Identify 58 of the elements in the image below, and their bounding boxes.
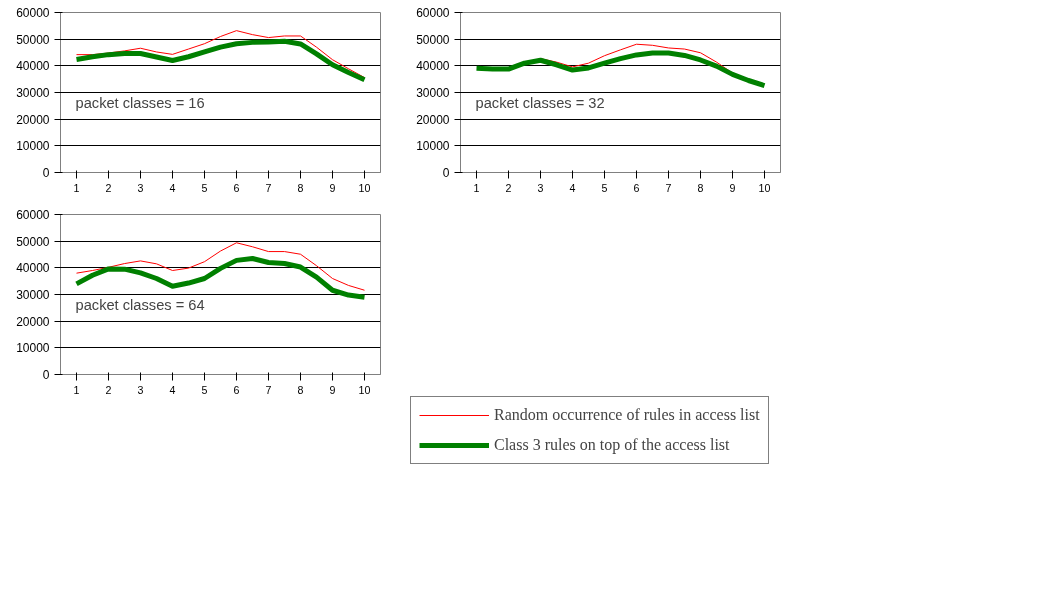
x-tick-label: 7 <box>265 383 272 396</box>
x-tick-label: 5 <box>601 181 608 194</box>
y-tick-label: 30000 <box>16 288 50 302</box>
x-tick-label: 2 <box>505 181 512 194</box>
y-tick-label: 10000 <box>16 341 50 356</box>
x-tick-label: 5 <box>201 181 208 194</box>
y-tick-label: 50000 <box>16 32 50 47</box>
y-tick-label: 20000 <box>16 314 50 329</box>
x-tick-label: 4 <box>169 383 176 396</box>
y-tick-label: 0 <box>442 166 450 180</box>
y-tick-label: 10000 <box>16 139 50 154</box>
y-tick-label: 50000 <box>16 234 50 249</box>
line-series <box>76 30 365 79</box>
x-tick-label: 10 <box>358 181 371 194</box>
x-tick-label: 10 <box>358 383 371 396</box>
x-tick-label: 3 <box>137 383 144 396</box>
y-tick-label: 40000 <box>416 59 450 74</box>
y-tick-label: 10000 <box>416 139 450 154</box>
y-tick-label: 20000 <box>16 112 50 127</box>
x-tick-label: 8 <box>297 383 304 396</box>
line-series <box>76 242 365 291</box>
annotation: packet classes = 16 <box>75 94 205 111</box>
x-tick-label: 5 <box>201 383 208 396</box>
x-tick-label: 8 <box>297 181 304 194</box>
x-tick-label: 4 <box>569 181 576 194</box>
y-tick-label: 30000 <box>16 86 50 100</box>
x-tick-label: 4 <box>169 181 176 194</box>
x-tick-label: 7 <box>665 181 672 194</box>
x-tick-label: 1 <box>73 181 80 194</box>
legend-label: Class 3 rules on top of the access list <box>494 436 730 454</box>
annotation: packet classes = 64 <box>75 296 205 313</box>
x-tick-label: 9 <box>729 181 736 194</box>
y-tick-label: 60000 <box>16 208 50 222</box>
x-tick-label: 3 <box>537 181 544 194</box>
x-tick-label: 2 <box>105 181 112 194</box>
x-tick-label: 1 <box>473 181 480 194</box>
y-tick-label: 50000 <box>416 32 450 47</box>
y-tick-label: 40000 <box>16 261 50 276</box>
x-tick-label: 8 <box>697 181 704 194</box>
y-tick-label: 20000 <box>416 112 450 127</box>
y-tick-label: 0 <box>42 166 50 180</box>
x-tick-label: 1 <box>73 383 80 396</box>
x-tick-label: 6 <box>233 181 240 194</box>
y-tick-label: 0 <box>42 368 50 382</box>
y-tick-label: 40000 <box>16 59 50 74</box>
x-tick-label: 9 <box>329 181 336 194</box>
y-tick-label: 60000 <box>416 6 450 20</box>
x-tick-label: 3 <box>137 181 144 194</box>
y-tick-label: 30000 <box>416 86 450 100</box>
legend-label: Random occurrence of rules in access list <box>494 406 760 424</box>
x-tick-label: 7 <box>265 181 272 194</box>
x-tick-label: 10 <box>758 181 771 194</box>
x-tick-label: 6 <box>233 383 240 396</box>
y-tick-label: 60000 <box>16 6 50 20</box>
annotation: packet classes = 32 <box>475 94 605 111</box>
x-tick-label: 6 <box>633 181 640 194</box>
x-tick-label: 2 <box>105 383 112 396</box>
x-tick-label: 9 <box>329 383 336 396</box>
